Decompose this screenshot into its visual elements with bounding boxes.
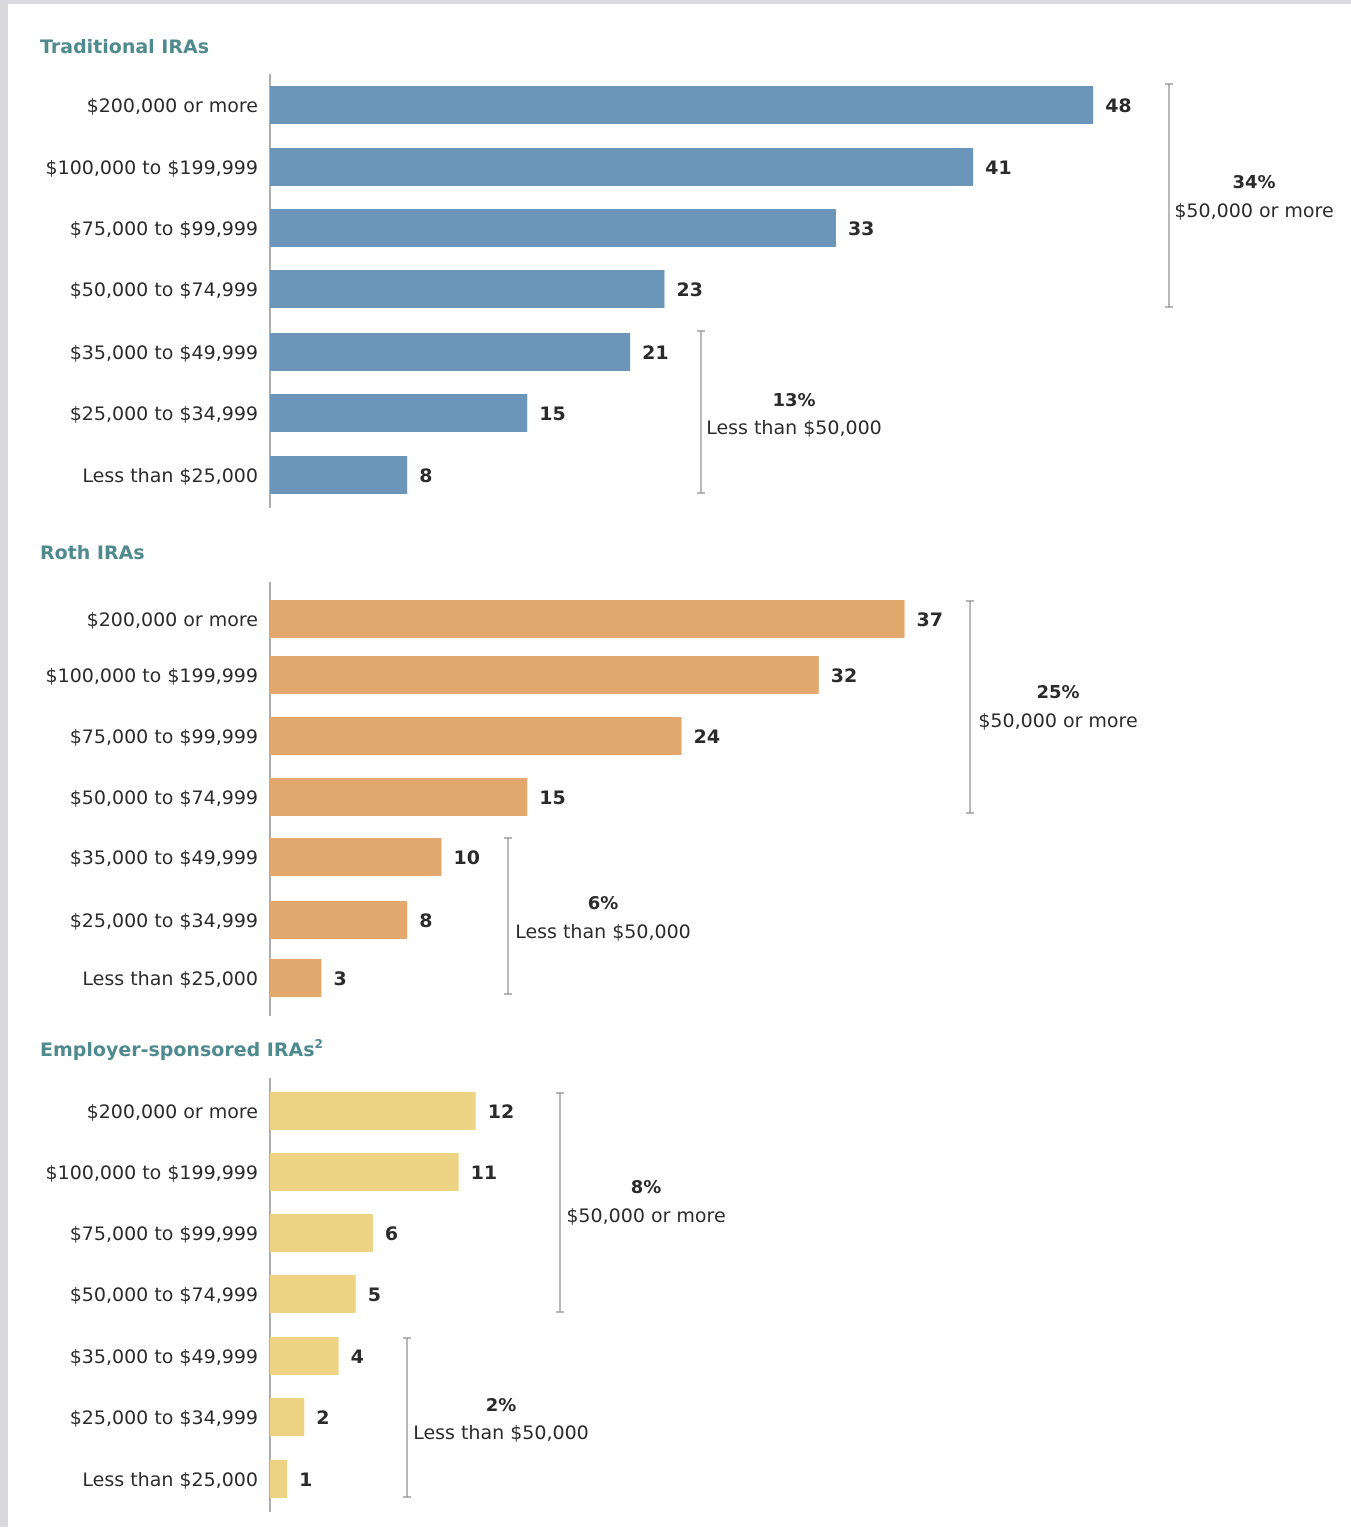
category-label: $35,000 to $49,999 [70,847,258,869]
panel-title-text: Traditional IRAs [40,36,209,58]
group-bracket [1165,83,1173,308]
value-label: 15 [539,403,565,425]
value-label: 8 [419,910,432,932]
group-description: $50,000 or more [566,1205,725,1227]
category-label: $100,000 to $199,999 [46,665,258,687]
bar [270,959,322,997]
category-label: $35,000 to $49,999 [70,342,258,364]
value-label: 6 [385,1223,398,1245]
value-label: 10 [454,847,480,869]
value-label: 32 [831,665,857,687]
category-label: $200,000 or more [87,609,258,631]
value-label: 8 [419,465,432,487]
panel-title: Traditional IRAs [40,36,209,58]
panel-title: Roth IRAs [40,542,145,564]
category-label: Less than $25,000 [82,465,258,487]
group-percentage: 2% [486,1395,517,1416]
category-label: $100,000 to $199,999 [46,157,258,179]
value-label: 3 [333,968,346,990]
value-label: 5 [368,1284,381,1306]
panel-title-text: Roth IRAs [40,542,145,564]
value-label: 4 [351,1346,364,1368]
bar [270,209,836,247]
bar [270,1153,459,1191]
category-label: $200,000 or more [87,95,258,117]
panel-title-text: Employer-sponsored IRAs [40,1039,315,1061]
group-percentage: 6% [588,893,619,914]
bar [270,1275,356,1313]
category-label: $200,000 or more [87,1101,258,1123]
bar [270,901,408,939]
group-bracket [403,1337,411,1498]
bar [270,1398,305,1436]
category-label: $35,000 to $49,999 [70,1346,258,1368]
value-label: 37 [917,609,943,631]
category-label: $75,000 to $99,999 [70,726,258,748]
bar [270,838,442,876]
value-label: 15 [539,787,565,809]
group-description: $50,000 or more [978,710,1137,732]
bar [270,1460,288,1498]
group-bracket [504,837,512,995]
value-label: 11 [471,1162,497,1184]
category-label: $50,000 to $74,999 [70,1284,258,1306]
group-bracket [556,1092,564,1313]
value-label: 33 [848,218,874,240]
bar [270,394,528,432]
group-description: $50,000 or more [1174,200,1333,222]
group-percentage: 8% [631,1177,662,1198]
value-label: 48 [1105,95,1131,117]
bar [270,1337,339,1375]
value-label: 23 [676,279,702,301]
bar [270,656,819,694]
bar [270,1092,476,1130]
category-label: $100,000 to $199,999 [46,1162,258,1184]
value-label: 12 [488,1101,514,1123]
group-percentage: 25% [1036,682,1079,703]
group-description: Less than $50,000 [706,417,882,439]
group-percentage: 34% [1232,172,1275,193]
bar [270,456,408,494]
bar [270,1214,373,1252]
value-label: 21 [642,342,668,364]
category-label: $50,000 to $74,999 [70,787,258,809]
bar [270,270,665,308]
value-label: 2 [316,1407,329,1429]
bar [270,86,1094,124]
category-label: $75,000 to $99,999 [70,1223,258,1245]
category-label: $25,000 to $34,999 [70,1407,258,1429]
bar [270,148,974,186]
group-description: Less than $50,000 [515,921,691,943]
bar [270,778,528,816]
panel-title-superscript: 2 [315,1037,323,1051]
panel-title: Employer-sponsored IRAs2 [40,1037,323,1061]
category-label: $25,000 to $34,999 [70,403,258,425]
value-label: 1 [299,1469,312,1491]
category-label: $50,000 to $74,999 [70,279,258,301]
category-label: $25,000 to $34,999 [70,910,258,932]
category-label: Less than $25,000 [82,1469,258,1491]
category-label: Less than $25,000 [82,968,258,990]
group-bracket [697,330,705,494]
bar [270,717,682,755]
group-description: Less than $50,000 [413,1422,589,1444]
bar [270,333,631,371]
group-bracket [966,600,974,814]
group-percentage: 13% [772,390,815,411]
value-label: 41 [985,157,1011,179]
category-label: $75,000 to $99,999 [70,218,258,240]
bar [270,600,905,638]
value-label: 24 [694,726,720,748]
chart-canvas: Traditional IRAs$200,000 or more 48$100,0… [40,36,1334,1512]
